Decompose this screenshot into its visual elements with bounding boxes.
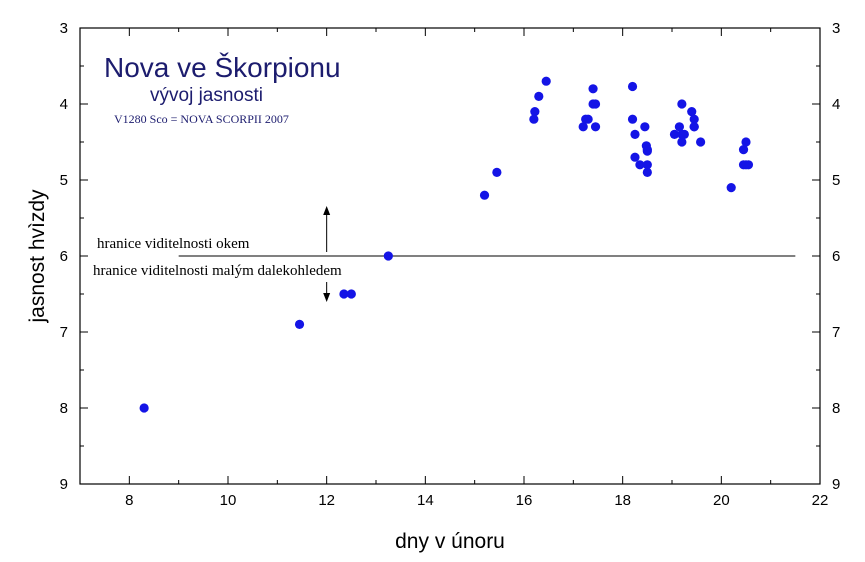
y-tick-label-right: 3 <box>832 20 840 37</box>
x-tick-label: 22 <box>812 492 829 509</box>
tick-labels: 8 10 12 14 16 18 20 22 3 3 4 4 5 5 6 6 7 7 8 8 9 9 <box>60 20 841 509</box>
data-point <box>642 160 652 170</box>
y-tick-label-right: 5 <box>832 172 840 189</box>
data-point <box>590 122 601 132</box>
chart-title: Nova ve Škorpionu <box>104 52 341 83</box>
data-point <box>541 76 551 86</box>
data-point <box>294 319 305 329</box>
data-point <box>677 137 687 147</box>
data-point <box>383 251 393 261</box>
data-point <box>630 129 640 139</box>
data-point <box>529 114 539 124</box>
data-point <box>534 91 544 101</box>
y-tick-label-right: 6 <box>832 248 840 265</box>
data-point <box>530 107 540 117</box>
y-tick-label-left: 8 <box>60 400 68 417</box>
data-point <box>630 152 640 162</box>
data-point <box>679 129 689 139</box>
y-tick-label-left: 6 <box>60 248 68 265</box>
y-tick-label-left: 3 <box>60 20 68 37</box>
data-point <box>669 129 680 139</box>
x-tick-label: 16 <box>516 492 533 509</box>
data-point <box>346 289 356 299</box>
data-point <box>738 145 749 155</box>
data-point <box>741 137 751 147</box>
x-tick-label: 12 <box>318 492 335 509</box>
visibility-label-eye: hranice viditelnosti okem <box>97 236 250 252</box>
data-point <box>677 99 687 109</box>
data-point <box>726 183 736 193</box>
data-point <box>339 289 349 299</box>
y-tick-label-right: 8 <box>832 400 840 417</box>
chart-note: V1280 Sco = NOVA SCORPII 2007 <box>114 112 289 126</box>
y-tick-label-right: 7 <box>832 324 840 341</box>
data-point <box>642 146 652 156</box>
x-tick-label: 10 <box>220 492 237 509</box>
data-point <box>588 84 598 94</box>
x-tick-label: 8 <box>125 492 133 509</box>
data-point <box>590 99 601 109</box>
data-point <box>743 160 754 170</box>
data-point <box>642 167 652 177</box>
arrow-down-head <box>323 293 331 302</box>
data-point <box>479 190 490 200</box>
data-point <box>635 160 645 170</box>
data-point <box>674 122 685 132</box>
data-point <box>139 403 149 413</box>
y-tick-label-right: 4 <box>832 96 840 113</box>
visibility-label-telescope: hranice viditelnosti malým dalekohledem <box>93 263 342 279</box>
y-tick-label-left: 9 <box>60 476 68 493</box>
data-point <box>696 137 706 147</box>
x-tick-label: 20 <box>713 492 730 509</box>
y-tick-label-left: 7 <box>60 324 68 341</box>
x-tick-label: 14 <box>417 492 434 509</box>
data-point <box>689 114 699 124</box>
x-axis-title: dny v únoru <box>395 530 505 553</box>
chart-subtitle: vývoj jasnosti <box>150 85 263 106</box>
arrow-up-head <box>323 206 331 215</box>
x-tick-label: 18 <box>614 492 631 509</box>
data-point <box>627 114 638 124</box>
data-points <box>139 76 754 413</box>
y-tick-label-left: 4 <box>60 96 68 113</box>
ticks <box>80 27 821 485</box>
data-point <box>578 122 588 132</box>
data-point <box>583 114 593 124</box>
y-tick-label-left: 5 <box>60 172 68 189</box>
data-point <box>687 107 697 117</box>
data-point <box>640 122 650 132</box>
visibility-arrows <box>323 206 331 302</box>
data-point <box>627 81 638 92</box>
y-tick-label-right: 9 <box>832 476 840 493</box>
data-point <box>689 122 699 132</box>
data-point <box>492 167 502 177</box>
y-axis-title: jasnost hvìzdy <box>26 189 49 324</box>
